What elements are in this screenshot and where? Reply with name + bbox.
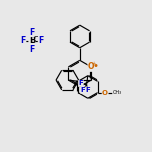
Text: F: F [29,45,35,54]
Text: F: F [29,28,35,37]
Text: F: F [38,36,43,45]
Text: F: F [81,87,85,93]
Text: CH₃: CH₃ [113,90,122,95]
Text: B: B [29,36,35,45]
Text: +: + [91,61,95,66]
Text: F: F [21,36,26,45]
Text: •: • [93,61,99,71]
Text: O: O [102,90,108,96]
Text: F: F [85,87,90,93]
Text: O: O [88,62,94,71]
Text: −: − [33,34,38,39]
Text: F: F [79,80,83,86]
